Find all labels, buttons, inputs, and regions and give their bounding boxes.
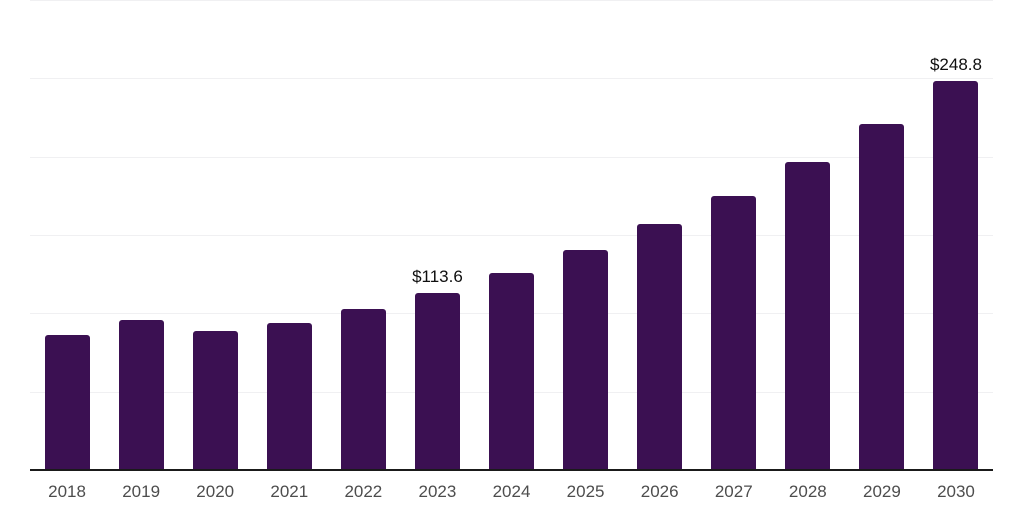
x-tick-label-2028: 2028: [788, 482, 827, 501]
plot-area: $113.6 $248.8: [30, 0, 993, 471]
x-tick-label-2018: 2018: [48, 482, 86, 501]
bar-column-2025: [549, 1, 623, 471]
bar-column-2030: $248.8: [919, 1, 993, 471]
bar-2024[interactable]: [489, 273, 534, 471]
bar-2023[interactable]: [414, 293, 460, 471]
bar-column-2023: $113.6: [400, 1, 474, 471]
bar-2019[interactable]: [118, 319, 164, 471]
grid-line-300: [30, 0, 993, 1]
x-tick-label-2029: 2029: [862, 482, 901, 501]
bar-2029[interactable]: [859, 124, 905, 471]
x-tick-label-2025: 2025: [566, 482, 605, 501]
bar-column-2022: [326, 1, 400, 471]
bar-2027[interactable]: [711, 196, 757, 471]
bar-column-2028: [771, 1, 845, 471]
x-axis-labels: 2018 2019 2020 2021 2022 2023 2024 2025 2026 2027…: [30, 482, 993, 502]
bar-2020[interactable]: [192, 331, 238, 471]
bar-2022[interactable]: [340, 309, 386, 471]
x-tick-label-2030: 2030: [937, 482, 975, 501]
x-tick-label-2021: 2021: [270, 482, 309, 501]
data-label-2030: $248.8: [929, 55, 982, 75]
bar-column-2020: [178, 1, 252, 471]
x-tick-label-2024: 2024: [492, 482, 531, 501]
bar-column-2026: [623, 1, 697, 471]
x-tick-label-2026: 2026: [640, 482, 679, 501]
grid-line-200: [30, 156, 993, 158]
bar-2030[interactable]: [933, 81, 979, 471]
x-tick-label-2020: 2020: [196, 482, 235, 501]
x-tick-label-2023: 2023: [418, 482, 457, 501]
bar-column-2018: [30, 1, 104, 471]
bar-2018[interactable]: [44, 334, 90, 471]
x-tick-label-2027: 2027: [714, 482, 753, 501]
grid-line-250: [30, 78, 993, 80]
data-label-2023: $113.6: [412, 267, 463, 287]
bar-2028[interactable]: [785, 162, 831, 471]
bar-2021[interactable]: [266, 323, 312, 471]
bar-column-2019: [104, 1, 178, 471]
bar-column-2024: [474, 1, 548, 471]
x-tick-label-2022: 2022: [344, 482, 383, 501]
bar-2025[interactable]: [563, 250, 609, 471]
x-tick-label-2019: 2019: [122, 482, 161, 501]
bar-column-2021: [252, 1, 326, 471]
bar-2026[interactable]: [637, 224, 683, 471]
bar-series: $113.6 $248.8: [30, 1, 993, 471]
bar-column-2029: [845, 1, 919, 471]
x-axis-line: [30, 469, 993, 471]
bar-column-2027: [697, 1, 771, 471]
grid-line-150: [30, 235, 993, 236]
